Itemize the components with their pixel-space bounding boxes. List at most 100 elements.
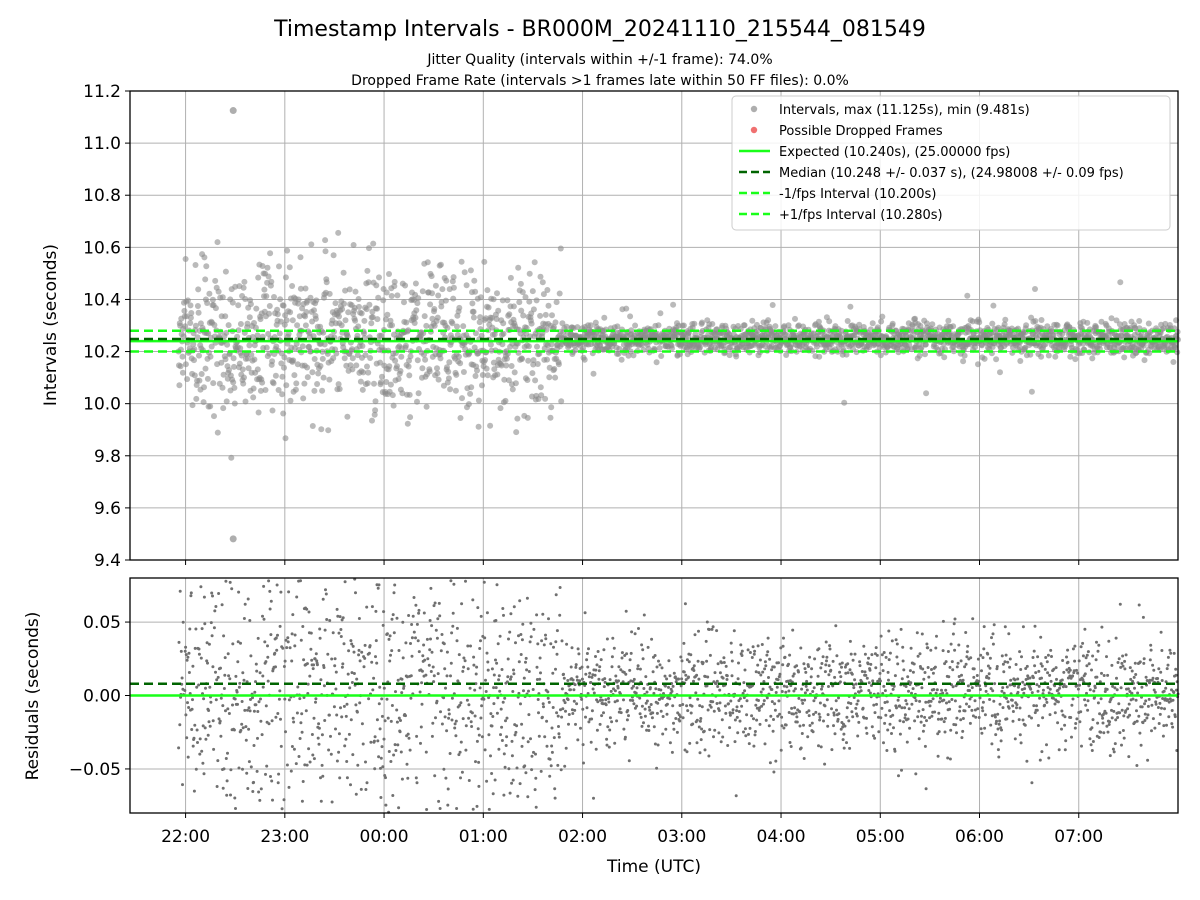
residual-point <box>1041 716 1045 720</box>
residual-point <box>1078 683 1082 687</box>
residual-point <box>461 669 465 673</box>
interval-point <box>843 351 850 358</box>
residual-point <box>896 662 900 666</box>
residual-point <box>335 607 339 611</box>
interval-point <box>317 363 324 369</box>
residual-point <box>308 760 312 764</box>
residual-point <box>500 668 504 671</box>
residual-point <box>665 702 669 706</box>
residual-point <box>661 715 665 718</box>
interval-point <box>670 301 677 308</box>
residual-point <box>614 674 618 678</box>
residual-point <box>745 699 749 703</box>
interval-point <box>339 306 346 313</box>
residual-point <box>1000 689 1004 693</box>
residual-point <box>787 689 791 693</box>
interval-point <box>581 356 588 363</box>
residual-point <box>1048 673 1052 677</box>
interval-point <box>353 362 360 369</box>
residual-point <box>340 665 344 669</box>
residual-point <box>770 688 774 691</box>
residual-point <box>946 756 950 760</box>
residual-point <box>924 787 928 791</box>
residual-point <box>198 752 202 756</box>
residual-point <box>746 648 750 652</box>
residual-point <box>610 655 614 659</box>
residual-point <box>249 765 253 769</box>
interval-point <box>419 365 426 372</box>
residual-point <box>634 691 638 695</box>
residual-point <box>726 744 730 747</box>
residual-point <box>580 677 584 681</box>
residual-point <box>449 674 452 678</box>
interval-point <box>1038 317 1045 323</box>
residual-point <box>774 691 778 694</box>
residual-point <box>1018 706 1022 710</box>
interval-point <box>362 352 369 358</box>
residual-point <box>722 661 726 664</box>
residual-point <box>875 653 879 657</box>
residual-point <box>877 715 880 719</box>
residual-point <box>1096 721 1100 725</box>
residual-point <box>1051 696 1055 700</box>
interval-point <box>309 423 316 429</box>
residual-point <box>328 619 332 622</box>
legend-median-label: Median (10.248 +/- 0.037 s), (24.98008 +… <box>779 166 1124 181</box>
residual-point <box>558 586 562 589</box>
residual-point <box>970 708 974 712</box>
residual-point <box>839 727 843 731</box>
residual-point <box>451 611 455 615</box>
residual-point <box>577 652 581 656</box>
residual-point <box>372 676 376 680</box>
residual-point <box>996 727 1000 731</box>
residual-point <box>204 737 208 741</box>
residual-point <box>1011 719 1015 723</box>
residual-point <box>295 711 299 715</box>
residual-point <box>361 742 365 746</box>
residual-point <box>1081 678 1085 682</box>
interval-point <box>785 322 792 329</box>
residual-point <box>890 639 894 643</box>
interval-point <box>443 277 450 284</box>
residual-point <box>753 730 757 733</box>
residual-point <box>445 674 449 678</box>
interval-point <box>204 375 211 382</box>
residual-point <box>231 642 235 646</box>
residual-point <box>874 646 878 650</box>
interval-point <box>995 324 1002 331</box>
residual-point <box>474 760 477 764</box>
interval-point <box>879 313 886 320</box>
interval-point <box>529 288 536 295</box>
residual-point <box>239 641 242 645</box>
residual-point <box>379 766 382 770</box>
residual-point <box>663 684 667 688</box>
residual-point <box>619 711 623 715</box>
residual-point <box>1028 676 1032 680</box>
residual-point <box>553 796 557 800</box>
residual-point <box>562 698 566 702</box>
interval-point <box>240 380 247 387</box>
residual-point <box>184 653 188 657</box>
residual-point <box>367 697 371 701</box>
residual-point <box>1036 655 1040 659</box>
residual-point <box>705 684 709 688</box>
residual-point <box>415 734 419 738</box>
interval-point <box>230 379 237 386</box>
residual-point <box>720 718 724 722</box>
residual-point <box>706 675 710 679</box>
residual-point <box>817 712 821 716</box>
residual-point <box>877 730 881 734</box>
interval-point <box>366 245 372 252</box>
residual-point <box>906 717 910 721</box>
residual-point <box>958 709 962 713</box>
residual-point <box>787 662 790 666</box>
residual-point <box>712 735 715 739</box>
intervals-y-axis-label: Intervals (seconds) <box>41 244 61 406</box>
residual-point <box>1000 728 1003 732</box>
residual-point <box>1068 674 1072 678</box>
residual-point <box>1064 739 1068 743</box>
residual-point <box>878 679 882 683</box>
interval-point <box>191 372 198 379</box>
residual-point <box>780 724 784 728</box>
residual-point <box>758 658 762 662</box>
